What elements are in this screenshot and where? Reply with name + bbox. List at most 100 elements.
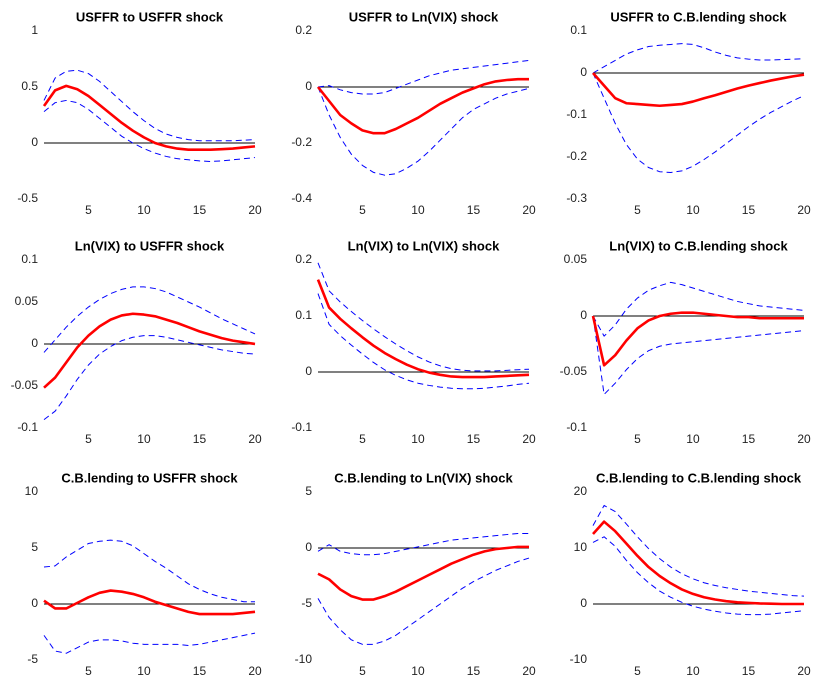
band-line: [317, 532, 529, 556]
x-tick-label: 15: [742, 203, 756, 217]
response-line: [316, 279, 530, 379]
y-tick-label: 0.2: [295, 23, 312, 37]
y-tick-label: -0.3: [566, 191, 587, 205]
response-line: [317, 545, 529, 601]
y-tick-label: 0: [305, 364, 312, 378]
x-tick-label: 5: [359, 664, 366, 678]
band-line: [43, 632, 256, 654]
response-line: [43, 589, 256, 616]
response-line: [42, 84, 256, 152]
y-tick-label: -5: [27, 652, 38, 666]
y-tick-label: 0: [305, 540, 312, 554]
y-tick-label: -0.05: [560, 364, 588, 378]
band-line: [592, 536, 805, 616]
y-tick-label: 0.1: [21, 252, 38, 266]
band-line: [592, 43, 805, 74]
band-line: [592, 281, 805, 337]
x-tick-label: 20: [248, 432, 262, 446]
y-tick-label: 0: [305, 79, 312, 93]
y-tick-label: -10: [295, 652, 313, 666]
y-tick-label: -5: [301, 596, 312, 610]
y-tick-label: 0: [31, 135, 38, 149]
x-tick-label: 15: [467, 432, 481, 446]
band-line: [43, 99, 256, 162]
x-tick-label: 20: [522, 432, 536, 446]
response-line: [591, 311, 804, 367]
y-tick-label: 1: [31, 23, 38, 37]
y-tick-label: 0: [580, 308, 587, 322]
x-tick-label: 20: [248, 664, 262, 678]
response-line: [592, 520, 804, 606]
chart-title: C.B.lending to C.B.lending shock: [596, 470, 802, 485]
y-tick-label: -0.05: [11, 378, 39, 392]
x-tick-label: 5: [634, 432, 641, 446]
band-line: [43, 69, 256, 142]
chart-title: Ln(VIX) to C.B.lending shock: [609, 238, 788, 253]
chart-title: Ln(VIX) to Ln(VIX) shock: [348, 238, 500, 253]
y-tick-label: 5: [305, 484, 312, 498]
response-line: [43, 312, 256, 389]
chart-title: Ln(VIX) to USFFR shock: [75, 238, 225, 253]
band-line: [317, 557, 530, 645]
y-tick-label: -10: [570, 652, 588, 666]
x-tick-label: 15: [467, 664, 481, 678]
y-tick-label: -0.2: [291, 135, 312, 149]
response-line: [316, 77, 529, 135]
x-tick-label: 20: [522, 664, 536, 678]
band-line: [43, 335, 256, 420]
y-tick-label: -0.1: [17, 420, 38, 434]
x-tick-label: 20: [522, 203, 536, 217]
y-tick-label: -0.1: [291, 420, 312, 434]
y-tick-label: 0: [31, 336, 38, 350]
y-tick-label: 0: [31, 596, 38, 610]
x-tick-label: 15: [742, 432, 756, 446]
x-tick-label: 20: [797, 203, 811, 217]
x-tick-label: 5: [85, 432, 92, 446]
x-tick-label: 10: [411, 203, 425, 217]
chart-title: USFFR to USFFR shock: [76, 9, 224, 24]
x-tick-label: 15: [193, 432, 207, 446]
x-tick-label: 10: [137, 432, 151, 446]
y-tick-label: 0.5: [21, 79, 38, 93]
x-tick-label: 20: [248, 203, 262, 217]
response-line: [592, 72, 805, 108]
x-tick-label: 20: [797, 664, 811, 678]
band-line: [317, 293, 530, 390]
band-line: [592, 315, 805, 395]
x-tick-label: 15: [193, 664, 207, 678]
x-tick-label: 5: [359, 203, 366, 217]
y-tick-label: -0.1: [566, 107, 587, 121]
x-tick-label: 5: [359, 432, 366, 446]
x-tick-label: 15: [467, 203, 481, 217]
band-line: [43, 286, 256, 353]
band-line: [317, 59, 530, 95]
y-tick-label: 10: [574, 540, 588, 554]
y-tick-label: 0.05: [15, 294, 39, 308]
x-tick-label: 10: [137, 664, 151, 678]
x-tick-label: 10: [686, 203, 700, 217]
y-tick-label: 0.1: [570, 23, 587, 37]
y-tick-label: -0.5: [17, 191, 38, 205]
x-tick-label: 10: [686, 664, 700, 678]
x-tick-label: 15: [193, 203, 207, 217]
y-tick-label: -0.1: [566, 420, 587, 434]
x-tick-label: 10: [137, 203, 151, 217]
band-line: [592, 72, 805, 174]
x-tick-label: 5: [85, 664, 92, 678]
y-tick-label: 10: [25, 484, 39, 498]
chart-title: USFFR to C.B.lending shock: [610, 9, 787, 24]
x-tick-label: 10: [411, 432, 425, 446]
band-line: [317, 262, 530, 372]
y-tick-label: 20: [574, 484, 588, 498]
chart-title: USFFR to Ln(VIX) shock: [349, 9, 499, 24]
y-tick-label: 0: [580, 596, 587, 610]
y-tick-label: 0.2: [295, 252, 312, 266]
x-tick-label: 5: [634, 664, 641, 678]
x-tick-label: 20: [797, 432, 811, 446]
x-tick-label: 5: [634, 203, 641, 217]
y-tick-label: -0.2: [566, 149, 587, 163]
band-line: [592, 504, 805, 597]
y-tick-label: 0: [580, 65, 587, 79]
chart-title: C.B.lending to Ln(VIX) shock: [334, 470, 513, 485]
